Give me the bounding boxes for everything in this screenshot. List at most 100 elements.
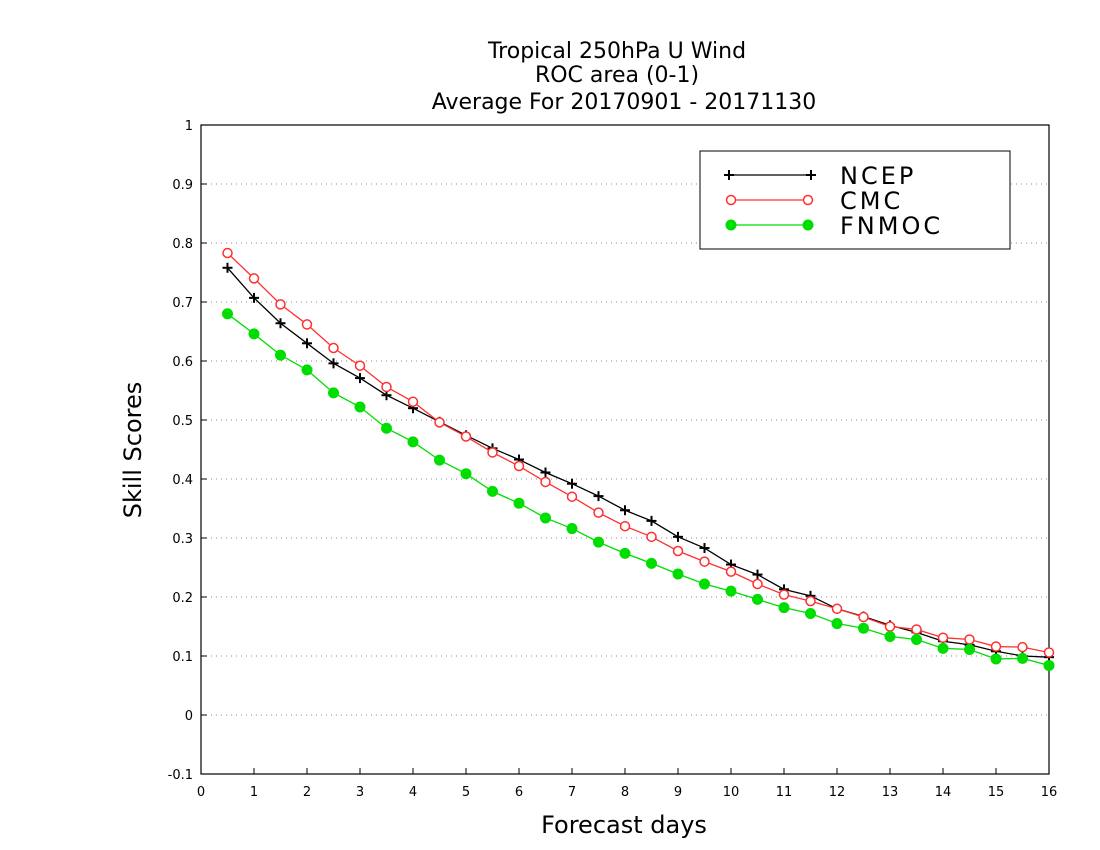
series-fnmoc-point-8 xyxy=(434,454,445,466)
series-ncep-point-18 xyxy=(699,543,710,554)
series-cmc-point-0 xyxy=(222,247,233,259)
series-cmc-point-8 xyxy=(434,417,445,428)
series-fnmoc-point-7 xyxy=(407,436,419,448)
series-cmc-point-17 xyxy=(672,545,684,557)
series-ncep-point-16 xyxy=(646,515,657,526)
series-cmc-point-3 xyxy=(301,319,313,330)
series-cmc-point-26 xyxy=(911,624,922,635)
series-cmc-point-2 xyxy=(275,299,286,310)
x-tick-label-7: 7 xyxy=(568,785,576,800)
legend-item-ncep-label: NCEP xyxy=(840,162,916,190)
x-tick-label-14: 14 xyxy=(935,785,952,800)
series-fnmoc-point-16 xyxy=(646,557,657,569)
series-ncep-point-3 xyxy=(302,338,312,349)
legend-item-fnmoc-marker-start xyxy=(725,219,737,231)
series-fnmoc-point-15 xyxy=(619,547,631,559)
x-tick-label-6: 6 xyxy=(515,785,523,800)
y-axis-label: Skill Scores xyxy=(119,382,147,519)
series-cmc-point-10 xyxy=(487,447,498,458)
series-ncep-point-1 xyxy=(249,292,259,303)
series-ncep-point-20 xyxy=(752,569,763,580)
series-cmc-point-30 xyxy=(1017,641,1028,653)
series-fnmoc-point-9 xyxy=(460,468,472,480)
series-fnmoc-point-3 xyxy=(301,364,313,376)
series-ncep xyxy=(222,262,1054,663)
series-fnmoc-point-29 xyxy=(990,653,1002,665)
series-cmc-point-14 xyxy=(593,507,604,518)
series-fnmoc-point-18 xyxy=(699,578,710,590)
series-ncep-point-17 xyxy=(673,531,683,542)
series-fnmoc-point-0 xyxy=(222,308,233,320)
y-tick-label-11: 1 xyxy=(185,119,193,134)
legend-item-fnmoc: FNMOC xyxy=(725,212,940,240)
y-tick-label-2: 0.1 xyxy=(172,650,193,665)
series-cmc-point-7 xyxy=(407,396,419,407)
series-ncep-point-0 xyxy=(222,262,233,273)
legend-item-ncep: NCEP xyxy=(724,162,916,190)
legend-item-cmc-label: CMC xyxy=(840,187,903,215)
series-fnmoc-point-27 xyxy=(937,642,949,654)
series-fnmoc-point-14 xyxy=(593,536,604,548)
y-tick-label-4: 0.3 xyxy=(172,532,193,547)
series-cmc-point-6 xyxy=(381,381,392,393)
series-ncep-line xyxy=(227,267,1050,658)
y-tick-label-6: 0.5 xyxy=(172,414,193,429)
series-fnmoc-point-17 xyxy=(672,568,684,580)
series-ncep-point-5 xyxy=(355,373,365,384)
series-fnmoc xyxy=(222,308,1055,671)
series-fnmoc-point-5 xyxy=(354,401,366,413)
series-ncep-point-12 xyxy=(540,467,551,478)
series-cmc-point-13 xyxy=(566,491,578,502)
series-fnmoc-point-26 xyxy=(911,633,922,645)
x-tick-label-16: 16 xyxy=(1041,785,1058,800)
series-fnmoc-point-19 xyxy=(725,585,737,597)
series-fnmoc-point-20 xyxy=(752,593,763,605)
x-tick-label-0: 0 xyxy=(197,785,205,800)
x-tick-label-9: 9 xyxy=(674,785,682,800)
series-fnmoc-point-25 xyxy=(884,631,896,643)
x-tick-label-3: 3 xyxy=(356,785,364,800)
x-axis-label: Forecast days xyxy=(541,811,707,839)
series-cmc-point-27 xyxy=(937,632,949,643)
series-cmc-point-16 xyxy=(646,531,657,543)
x-tick-label-8: 8 xyxy=(621,785,629,800)
series-cmc-point-20 xyxy=(752,578,763,590)
series-fnmoc-point-4 xyxy=(328,387,339,399)
x-tick-label-10: 10 xyxy=(723,785,740,800)
y-tick-label-3: 0.2 xyxy=(172,591,193,606)
series-fnmoc-point-6 xyxy=(381,422,392,434)
x-tick-label-13: 13 xyxy=(882,785,899,800)
series-cmc-point-9 xyxy=(460,431,472,442)
series-cmc-point-12 xyxy=(540,476,551,488)
title-line-1: Tropical 250hPa U Wind xyxy=(487,39,746,64)
series-cmc-point-21 xyxy=(778,589,790,600)
legend-item-fnmoc-marker-end xyxy=(802,219,814,231)
series-cmc-point-31 xyxy=(1043,647,1055,658)
series-cmc-point-11 xyxy=(513,460,525,472)
series-fnmoc-line xyxy=(227,313,1050,667)
series-fnmoc-point-11 xyxy=(513,497,525,509)
series-ncep-point-15 xyxy=(620,505,630,516)
x-tick-label-2: 2 xyxy=(303,785,311,800)
series-fnmoc-point-28 xyxy=(964,644,975,656)
series-cmc xyxy=(222,247,1055,658)
series-cmc-point-25 xyxy=(884,621,896,632)
y-tick-label-5: 0.4 xyxy=(172,473,193,488)
series-ncep-point-14 xyxy=(593,491,604,502)
series-fnmoc-point-12 xyxy=(540,512,551,524)
chart-title: Tropical 250hPa U Wind ROC area (0-1) Av… xyxy=(432,39,817,115)
y-tick-label-1: 0 xyxy=(185,709,193,724)
y-tick-label-9: 0.8 xyxy=(172,237,193,252)
series-cmc-point-4 xyxy=(328,342,339,354)
series-fnmoc-point-1 xyxy=(248,328,260,340)
series-cmc-point-28 xyxy=(964,634,975,645)
y-axis: -0.1 0 0.1 0.2 0.3 0.4 0.5 0.6 0.7 0.8 0.9 1 xyxy=(168,119,207,783)
y-tick-label-7: 0.6 xyxy=(172,355,193,370)
series-fnmoc-point-23 xyxy=(831,618,843,630)
legend-item-cmc: CMC xyxy=(725,187,903,215)
series-fnmoc-point-10 xyxy=(487,485,498,497)
series-cmc-point-18 xyxy=(699,556,710,567)
series-cmc-point-19 xyxy=(725,566,737,577)
series-fnmoc-point-22 xyxy=(805,608,816,620)
